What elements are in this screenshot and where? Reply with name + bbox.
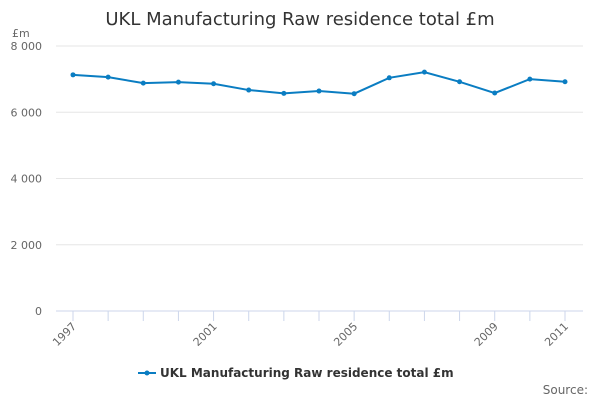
data-point[interactable] bbox=[246, 87, 252, 93]
data-point[interactable] bbox=[281, 90, 287, 96]
y-axis-label: £m bbox=[12, 27, 30, 40]
x-tick-label: 2005 bbox=[331, 320, 360, 349]
legend-marker bbox=[144, 370, 150, 376]
data-point[interactable] bbox=[105, 74, 111, 80]
data-point[interactable] bbox=[70, 72, 76, 78]
data-point[interactable] bbox=[457, 79, 463, 85]
data-point[interactable] bbox=[351, 91, 357, 97]
legend-label: UKL Manufacturing Raw residence total £m bbox=[160, 366, 454, 380]
data-point[interactable] bbox=[421, 69, 427, 75]
data-point[interactable] bbox=[316, 88, 322, 94]
data-point[interactable] bbox=[386, 75, 392, 81]
data-point[interactable] bbox=[175, 79, 181, 85]
data-point[interactable] bbox=[492, 90, 498, 96]
y-tick-label: 0 bbox=[35, 305, 42, 318]
y-tick-label: 8 000 bbox=[11, 40, 43, 53]
y-tick-label: 4 000 bbox=[11, 173, 43, 186]
data-point[interactable] bbox=[140, 80, 146, 86]
y-tick-label: 6 000 bbox=[11, 106, 43, 119]
legend[interactable]: UKL Manufacturing Raw residence total £m bbox=[138, 366, 454, 380]
y-tick-label: 2 000 bbox=[11, 239, 43, 252]
data-point[interactable] bbox=[211, 81, 217, 87]
source-label: Source: bbox=[543, 383, 588, 397]
data-point[interactable] bbox=[562, 79, 568, 85]
x-tick-label: 2001 bbox=[191, 320, 220, 349]
x-tick-label: 2011 bbox=[542, 320, 571, 349]
chart-title: UKL Manufacturing Raw residence total £m bbox=[105, 9, 494, 30]
x-tick-label: 2009 bbox=[472, 320, 501, 349]
x-tick-label: 1997 bbox=[50, 320, 79, 349]
data-point[interactable] bbox=[527, 76, 533, 82]
